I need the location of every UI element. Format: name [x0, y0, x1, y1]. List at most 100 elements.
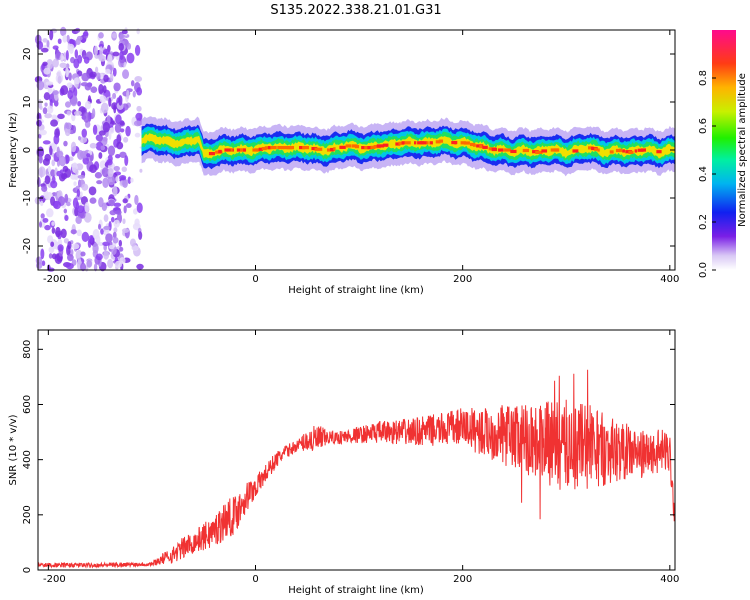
noise-blob [70, 141, 77, 153]
noise-blob [44, 113, 53, 119]
spectrogram-y-tick-label: -20 [22, 238, 33, 254]
noise-blob [99, 160, 107, 169]
ridge-core-segment [351, 144, 358, 148]
noise-blob [83, 56, 90, 64]
noise-blob [136, 263, 144, 270]
noise-blob [92, 242, 99, 254]
noise-blob [76, 188, 81, 197]
noise-blob [116, 101, 124, 110]
ridge-core-segment [510, 149, 517, 154]
ridge-core-segment [572, 149, 579, 153]
ridge-core-segment [299, 146, 305, 150]
noise-blob [84, 100, 92, 110]
noise-blob [125, 203, 132, 209]
noise-blob [121, 166, 128, 173]
noise-blob [98, 32, 104, 39]
noise-blob [51, 221, 55, 226]
noise-blob [49, 145, 53, 156]
noise-blob [68, 72, 72, 81]
noise-blob [89, 142, 97, 149]
spectrogram-x-tick-label: 0 [252, 274, 258, 285]
noise-blob [98, 152, 103, 159]
noise-blob [126, 42, 132, 50]
ridge-core-segment [597, 148, 600, 152]
noise-blob [115, 114, 122, 125]
ridge-core-segment [587, 146, 594, 150]
noise-blob [112, 236, 119, 244]
noise-blob [77, 100, 82, 107]
noise-blob [50, 169, 56, 177]
noise-blob [79, 136, 88, 144]
noise-blob [83, 111, 90, 123]
noise-blob [122, 198, 128, 204]
noise-blob [132, 208, 138, 215]
noise-blob [113, 165, 120, 172]
ridge-core-segment [522, 148, 530, 153]
noise-blob [108, 199, 115, 207]
snr-axes: -200 0 200 400 0 200 400 600 800 [22, 329, 679, 585]
spectrogram-y-tick-label: 10 [22, 96, 33, 109]
spectrogram-plot-area [34, 26, 676, 272]
noise-blob [70, 229, 77, 235]
noise-blob [91, 108, 96, 119]
noise-blob [50, 119, 59, 127]
ridge-core-segment [333, 147, 336, 151]
ridge-core-segment [413, 141, 417, 145]
noise-blob [96, 72, 101, 81]
noise-blob [95, 234, 101, 245]
ridge-core-segment [634, 149, 638, 153]
noise-blob [43, 67, 51, 75]
noise-blob [37, 146, 45, 158]
noise-blob [80, 251, 86, 257]
noise-blob [125, 125, 131, 137]
spectrogram-panel: -200 0 200 400 -20 -10 0 10 20 Height of straigh… [8, 26, 679, 296]
noise-blob [121, 29, 128, 35]
noise-blob [130, 177, 134, 183]
noise-blob [118, 239, 123, 247]
noise-blob [67, 241, 72, 250]
noise-blob [72, 125, 77, 134]
ridge-core-segment [395, 142, 401, 146]
noise-blob [43, 189, 49, 199]
noise-blob [80, 262, 87, 272]
ridge-core-segment [482, 145, 488, 149]
noise-blob [52, 58, 59, 68]
ridge-core-segment [619, 148, 623, 152]
noise-blob [42, 158, 50, 166]
snr-x-tick-label: 0 [252, 574, 258, 585]
noise-blob [74, 169, 79, 175]
noise-blob [81, 231, 90, 243]
noise-blob [77, 174, 86, 179]
ridge-core-segment [438, 139, 444, 143]
noise-blob [123, 136, 129, 143]
ridge-core-segment [258, 147, 264, 151]
noise-blob [57, 75, 62, 84]
noise-blob [112, 92, 117, 100]
noise-blob [107, 145, 116, 157]
noise-blob [39, 200, 44, 207]
ridge-core-segment [637, 148, 644, 152]
noise-blob [42, 61, 48, 66]
noise-blob [75, 216, 82, 225]
noise-blob [47, 86, 53, 94]
noise-blob [65, 122, 72, 130]
noise-blob [127, 176, 132, 184]
noise-blob [103, 250, 110, 260]
noise-blob [74, 49, 79, 59]
ridge-core-segment [656, 150, 662, 154]
ridge-core-segment [541, 149, 548, 153]
noise-blob [105, 68, 111, 74]
noise-blob [116, 141, 124, 150]
noise-blob [51, 159, 56, 167]
noise-blob [51, 114, 58, 121]
noise-blob [88, 186, 97, 196]
noise-blob [63, 140, 68, 147]
colorbar-label: Normalized spectral amplitude [737, 73, 748, 227]
noise-blob [65, 63, 70, 69]
noise-blob [121, 228, 130, 233]
noise-blob [134, 76, 143, 82]
noise-blob [45, 81, 54, 86]
spectrogram-y-tick-label: -10 [22, 190, 33, 206]
noise-blob [51, 227, 56, 234]
noise-blob [77, 205, 85, 214]
